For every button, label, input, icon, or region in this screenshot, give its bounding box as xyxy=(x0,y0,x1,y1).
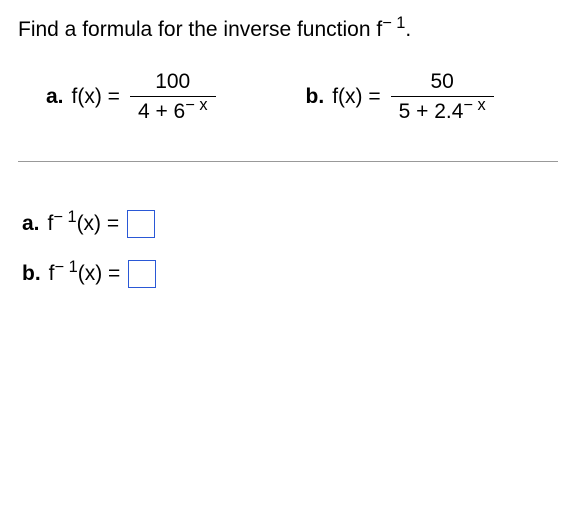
instruction-part2: . xyxy=(405,18,411,41)
problem-a-label: a. xyxy=(46,85,64,109)
answer-a-sup: − 1 xyxy=(53,208,76,226)
instruction-text: Find a formula for the inverse function … xyxy=(18,16,558,43)
divider xyxy=(18,161,558,162)
answer-b-label: b. xyxy=(22,262,41,286)
problem-b-den-pre: 5 + 2.4 xyxy=(399,100,464,123)
problem-b: b. f(x) = 50 5 + 2.4− x xyxy=(306,69,494,124)
problem-a-lhs: f(x) = xyxy=(72,85,120,109)
problem-a-denominator: 4 + 6− x xyxy=(130,97,216,124)
problems-row: a. f(x) = 100 4 + 6− x b. f(x) = 50 5 + … xyxy=(46,69,558,124)
answer-b-input[interactable] xyxy=(128,260,156,288)
problem-b-den-sup: − x xyxy=(463,96,485,114)
answer-a: a. f− 1(x) = xyxy=(22,210,558,238)
problem-a: a. f(x) = 100 4 + 6− x xyxy=(46,69,216,124)
problem-b-fraction: 50 5 + 2.4− x xyxy=(391,69,494,124)
instruction-sup: − 1 xyxy=(382,14,405,32)
instruction-part1: Find a formula for the inverse function … xyxy=(18,18,382,41)
problem-a-fraction: 100 4 + 6− x xyxy=(130,69,216,124)
answer-b-expr: f− 1(x) = xyxy=(49,262,121,286)
answer-a-post: (x) = xyxy=(77,212,120,235)
problem-b-lhs: f(x) = xyxy=(332,85,380,109)
problem-b-label: b. xyxy=(306,85,325,109)
problem-b-denominator: 5 + 2.4− x xyxy=(391,97,494,124)
problem-b-numerator: 50 xyxy=(391,69,494,97)
answer-a-expr: f− 1(x) = xyxy=(48,212,120,236)
answers-section: a. f− 1(x) = b. f− 1(x) = xyxy=(22,210,558,288)
answer-b-post: (x) = xyxy=(78,262,121,285)
answer-a-input[interactable] xyxy=(127,210,155,238)
answer-b-sup: − 1 xyxy=(55,258,78,276)
problem-a-den-sup: − x xyxy=(185,96,207,114)
answer-a-label: a. xyxy=(22,212,40,236)
problem-a-den-pre: 4 + 6 xyxy=(138,100,185,123)
problem-a-numerator: 100 xyxy=(130,69,216,97)
answer-b: b. f− 1(x) = xyxy=(22,260,558,288)
